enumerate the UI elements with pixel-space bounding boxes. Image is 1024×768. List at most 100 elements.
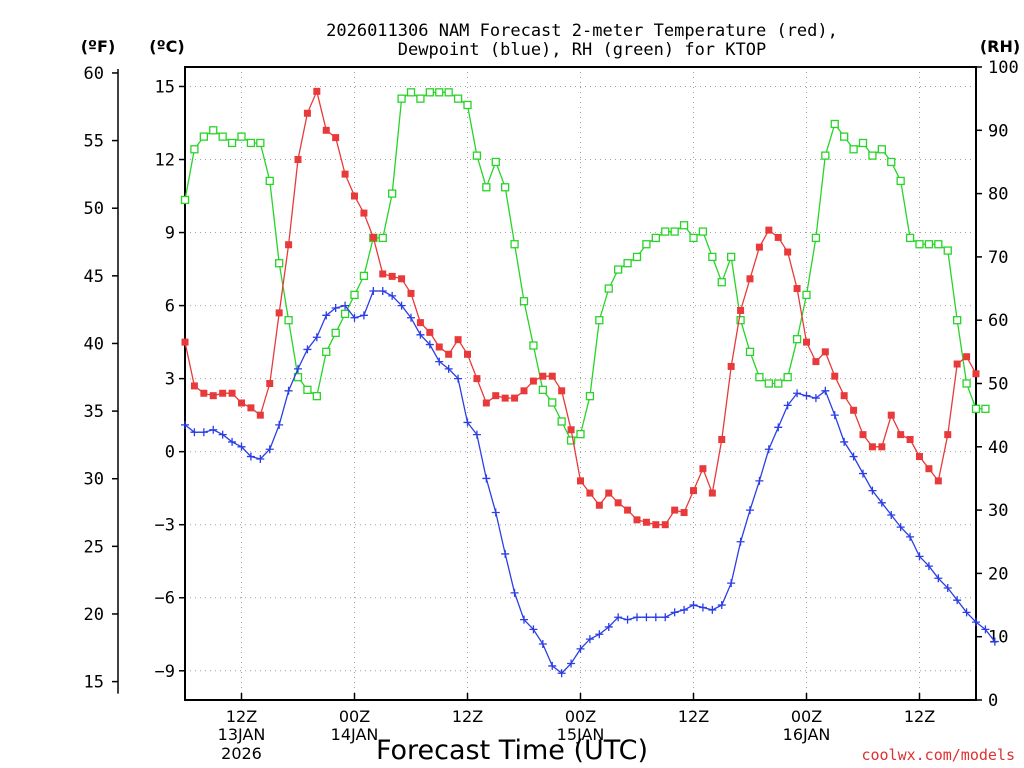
dewpoint-point [990,637,999,646]
rh-point [538,385,547,394]
rh-point [689,233,698,243]
rh-tick-label: 80 [988,185,1008,205]
rh-point [953,316,962,325]
dewpoint-point [623,615,632,624]
rh-point [774,379,783,388]
temperature-point [426,328,434,336]
fahrenheit-tick-label: 20 [84,605,104,625]
rh-point [651,233,660,243]
celsius-axis: −9 −6 −3 0 3 6 9 12 15 [155,77,185,682]
dewpoint-point [548,661,557,670]
temperature-point [614,499,622,507]
dewpoint-point [972,618,980,627]
temperature-point [708,489,716,497]
rh-point [406,88,416,97]
temperature-point [755,243,763,251]
temperature-point [303,109,311,117]
temperature-point [642,518,650,526]
dewpoint-point [924,562,933,571]
temperature-point [868,443,876,451]
dewpoint-point [953,596,962,605]
dewpoint-point [322,311,331,320]
series-0 [181,87,980,529]
fahrenheit-axis: 15 20 25 30 35 40 45 50 55 60 [84,64,119,694]
temperature-point [209,392,217,400]
temperature-point [190,382,198,390]
fahrenheit-tick-label: 45 [84,267,104,287]
rh-point [312,392,321,401]
rh-point [284,316,293,325]
dewpoint-point [378,286,387,295]
dewpoint-point [670,608,679,617]
dewpoint-point [407,313,415,322]
series-line [184,290,996,675]
temperature-point [369,233,377,241]
temperature-point [341,170,349,178]
temperature-point [454,336,462,344]
temperature-point [840,392,848,400]
fahrenheit-tick-label: 15 [84,673,104,693]
temperature-point [821,348,829,356]
celsius-tick-label: 0 [165,443,175,463]
temperature-point [567,426,575,434]
dewpoint-point [454,374,463,383]
rh-tick-label: 40 [988,438,1008,458]
rh-tick-label: 90 [988,121,1008,141]
dewpoint-point [237,442,246,451]
temperature-point [256,411,264,419]
dewpoint-point [256,454,265,463]
fahrenheit-tick-label: 25 [84,537,104,557]
rh-point [896,176,905,186]
rh-point [755,373,764,382]
dewpoint-point [604,622,613,631]
temperature-point [595,501,603,509]
dewpoint-point [651,613,660,622]
temperature-point [953,360,961,368]
time-tick-label: 00Z [339,707,370,726]
temperature-point [850,406,858,414]
rh-point [981,404,990,413]
rh-point [209,126,218,135]
rh-point [736,316,745,325]
fahrenheit-tick-label: 30 [84,470,104,490]
dewpoint-point [529,625,538,634]
temperature-point [737,306,745,314]
time-tick-label: 12Z [452,707,483,726]
rh-point [971,404,981,413]
temperature-point [266,380,274,387]
temperature-point [464,350,471,358]
temperature-point [539,372,547,380]
dewpoint-point [246,452,255,461]
celsius-tick-label: −9 [155,662,175,682]
date-tick-label: 15JAN [557,725,605,744]
rh-point [435,88,444,97]
temperature-point [803,338,810,346]
dewpoint-point [463,418,472,427]
dewpoint-point [275,420,284,429]
rh-point [566,436,576,445]
rh-point [849,145,858,154]
rh-point [679,221,689,230]
rh-point [632,252,642,262]
rh-point [905,233,915,243]
rh-point [265,176,274,186]
temperature-point [906,435,914,443]
rh-point [576,429,585,439]
rh-point [519,297,529,306]
dewpoint-point [520,615,528,624]
temperature-point [577,477,584,485]
dewpoint-point [585,635,594,644]
date-tick-label: 16JAN [783,725,831,744]
fahrenheit-unit-label: (ºF) [81,37,116,56]
series-1 [181,286,999,678]
credit-label: coolwx.com/models [861,746,1015,764]
temperature-point [388,272,396,280]
rh-point [227,138,237,148]
dewpoint-point [312,333,321,342]
dewpoint-point [821,386,830,395]
rh-point [670,227,679,236]
temperature-point [699,465,707,473]
rh-point [388,189,397,198]
temperature-point [435,343,443,351]
rh-point [463,100,472,110]
